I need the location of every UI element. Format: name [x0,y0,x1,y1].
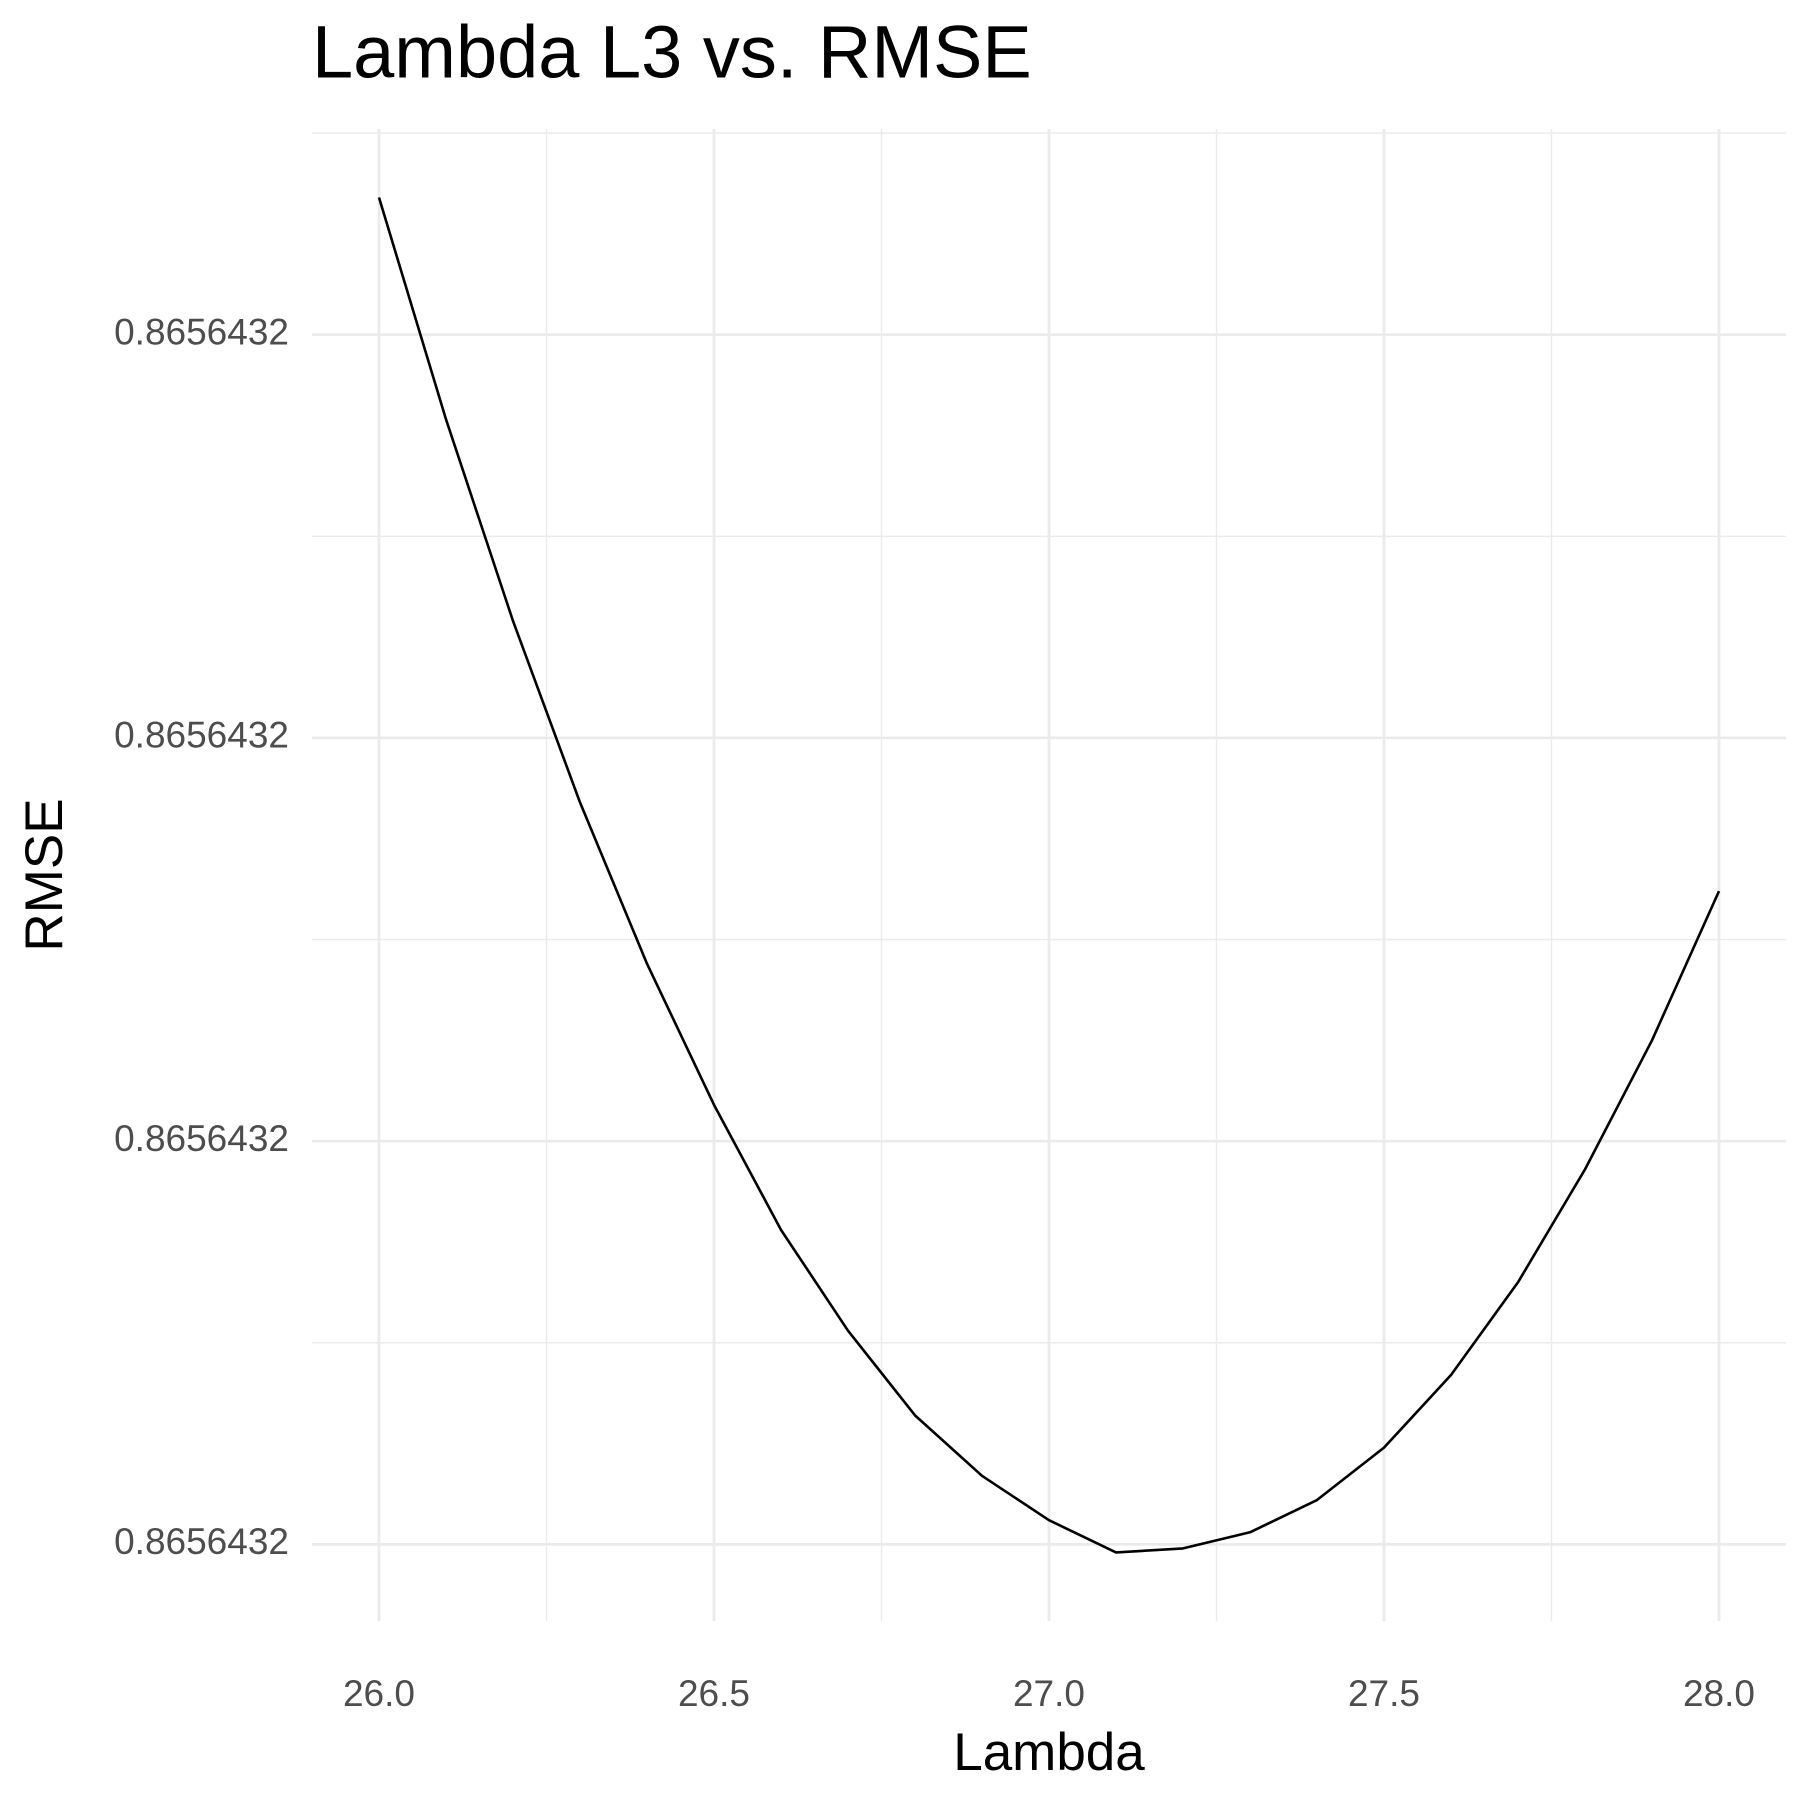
y-tick-label: 0.8656432 [114,1521,289,1562]
x-tick-label: 28.0 [1683,1673,1755,1714]
y-tick-label: 0.8656432 [114,715,289,756]
x-tick-label: 26.0 [343,1673,415,1714]
y-tick-label: 0.8656432 [114,1118,289,1159]
chart-title: Lambda L3 vs. RMSE [312,11,1032,94]
x-axis-title: Lambda [953,1723,1145,1782]
x-tick-label: 27.0 [1013,1673,1085,1714]
y-tick-label: 0.8656432 [114,311,289,352]
y-axis-title: RMSE [15,798,74,951]
x-tick-label: 26.5 [678,1673,750,1714]
x-tick-label: 27.5 [1348,1673,1420,1714]
line [377,197,1721,1554]
